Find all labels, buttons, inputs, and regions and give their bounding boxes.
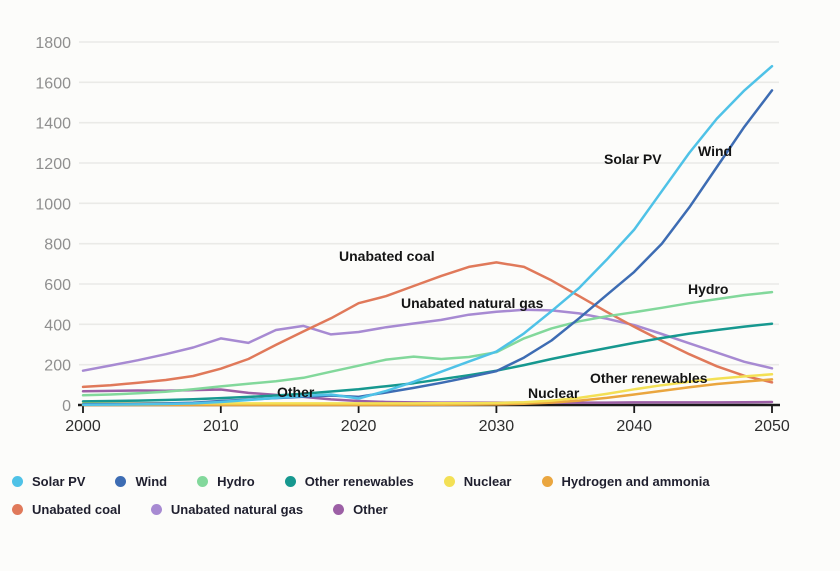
legend-item-other-renewables[interactable]: Other renewables (284, 474, 414, 489)
x-tick-label: 2040 (616, 418, 652, 435)
legend-label: Hydro (217, 474, 255, 489)
legend-label: Wind (135, 474, 168, 489)
legend-item-unabated-coal[interactable]: Unabated coal (12, 502, 121, 517)
legend-label: Unabated coal (32, 502, 121, 517)
legend-item-unabated-natural-gas[interactable]: Unabated natural gas (150, 502, 304, 517)
other-legend-dot-icon (333, 504, 345, 515)
nuclear-legend-dot-icon (443, 476, 455, 487)
series-line-unabated-natural-gas (81, 308, 774, 372)
series-line-solar-pv (81, 64, 774, 407)
legend-item-solar-pv[interactable]: Solar PV (12, 474, 85, 489)
hydro-legend-dot-icon (197, 476, 209, 487)
y-tick-label: 1600 (35, 75, 71, 92)
wind-legend-dot-icon (115, 476, 127, 487)
y-tick-label: 1400 (35, 116, 71, 133)
x-tick-label: 2050 (754, 418, 790, 435)
legend-item-hydrogen-and-ammonia[interactable]: Hydrogen and ammonia (541, 474, 710, 489)
unabated-natural-gas-legend-dot-icon (150, 504, 162, 515)
legend-item-hydro[interactable]: Hydro (197, 474, 255, 489)
series-line-hydro (81, 290, 774, 397)
legend-label: Other renewables (304, 474, 414, 489)
unabated-coal-legend-dot-icon (12, 504, 23, 515)
x-tick-label: 2000 (65, 418, 101, 435)
legend-item-wind[interactable]: Wind (115, 474, 167, 489)
series-line-hydrogen-and-ammonia (81, 378, 774, 407)
annotation-other: Other (277, 384, 315, 400)
legend-item-nuclear[interactable]: Nuclear (443, 474, 512, 489)
other-renewables-legend-dot-icon (284, 476, 296, 487)
legend-label: Unabated natural gas (170, 502, 304, 517)
y-tick-label: 200 (44, 358, 71, 375)
annotation-unabated-coal: Unabated coal (339, 248, 435, 264)
legend-label: Hydrogen and ammonia (561, 474, 710, 489)
annotation-unabated-natural-gas: Unabated natural gas (401, 295, 544, 311)
legend-row: Unabated coal Unabated natural gas Other (12, 502, 828, 517)
y-tick-label: 1000 (35, 196, 71, 213)
x-tick-label: 2030 (479, 418, 515, 435)
legend-row: Solar PV Wind Hydro Other renewables Nuclear… (12, 474, 828, 489)
line-chart: 0 200 400 600 800 1000 1200 1400 1600 1800 2000 201… (35, 35, 790, 435)
y-tick-label: 1800 (35, 35, 71, 52)
x-tick-label: 2010 (203, 418, 239, 435)
annotation-solar-pv: Solar PV (604, 151, 662, 167)
annotation-hydro: Hydro (688, 281, 728, 297)
y-tick-label: 1200 (35, 156, 71, 173)
hydrogen-and-ammonia-legend-dot-icon (541, 476, 553, 487)
y-tick-label: 800 (44, 237, 71, 254)
legend-label: Nuclear (463, 474, 512, 489)
legend-label: Other (353, 502, 388, 517)
y-tick-label: 0 (62, 398, 71, 415)
legend-label: Solar PV (32, 474, 86, 489)
legend-item-other[interactable]: Other (333, 502, 388, 517)
annotation-nuclear: Nuclear (528, 385, 580, 401)
annotation-wind: Wind (698, 143, 732, 159)
y-tick-label: 600 (44, 277, 71, 294)
chart-legend: Solar PV Wind Hydro Other renewables Nuclear… (12, 474, 828, 517)
series-line-other-renewables (81, 322, 774, 403)
chart-canvas: 0 200 400 600 800 1000 1200 1400 1600 1800 2000 201… (35, 35, 790, 435)
y-tick-label: 400 (44, 317, 71, 334)
x-tick-label: 2020 (341, 418, 377, 435)
solar-pv-legend-dot-icon (12, 476, 23, 487)
annotation-other-renewables: Other renewables (590, 370, 708, 386)
